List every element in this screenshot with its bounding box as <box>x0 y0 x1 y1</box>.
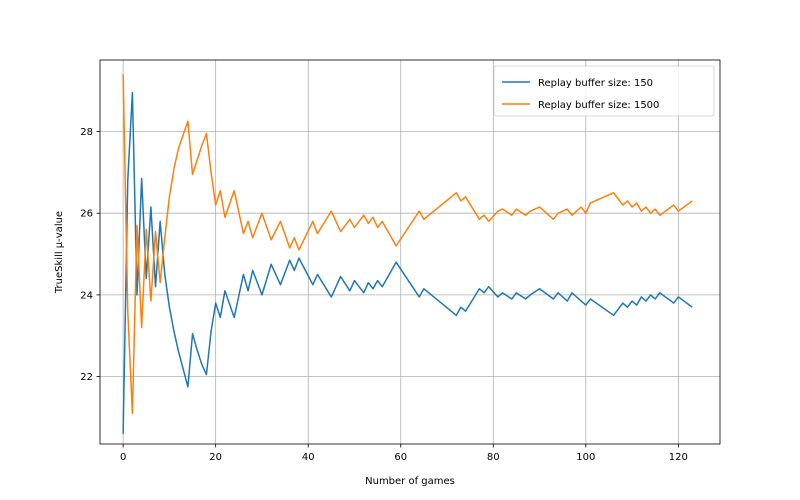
y-tick-label: 24 <box>80 290 93 301</box>
y-axis-ticks: 22 24 26 28 <box>80 127 100 383</box>
legend-label: Replay buffer size: 150 <box>538 78 653 89</box>
legend-box <box>493 65 715 117</box>
x-tick-label: 20 <box>209 452 222 463</box>
x-axis-label: Number of games <box>365 476 455 487</box>
x-tick-label: 40 <box>302 452 315 463</box>
series-line-2 <box>122 74 693 415</box>
series-lines <box>122 74 693 434</box>
legend: Replay buffer size: 150 Replay buffer siz… <box>493 65 715 117</box>
x-axis-ticks: 0 20 40 60 80 100 120 <box>120 444 688 463</box>
plot-frame <box>99 59 721 445</box>
x-tick-label: 0 <box>120 452 126 463</box>
x-tick-label: 120 <box>669 452 688 463</box>
series-line-1 <box>122 91 693 434</box>
y-axis-label: TrueSkill μ-value <box>54 211 65 294</box>
y-tick-label: 22 <box>80 372 93 383</box>
legend-label: Replay buffer size: 1500 <box>538 100 659 111</box>
grid <box>100 60 720 444</box>
x-tick-label: 80 <box>487 452 500 463</box>
x-tick-label: 100 <box>576 452 595 463</box>
y-tick-label: 28 <box>80 127 93 138</box>
x-tick-label: 60 <box>394 452 407 463</box>
y-tick-label: 26 <box>80 209 93 220</box>
